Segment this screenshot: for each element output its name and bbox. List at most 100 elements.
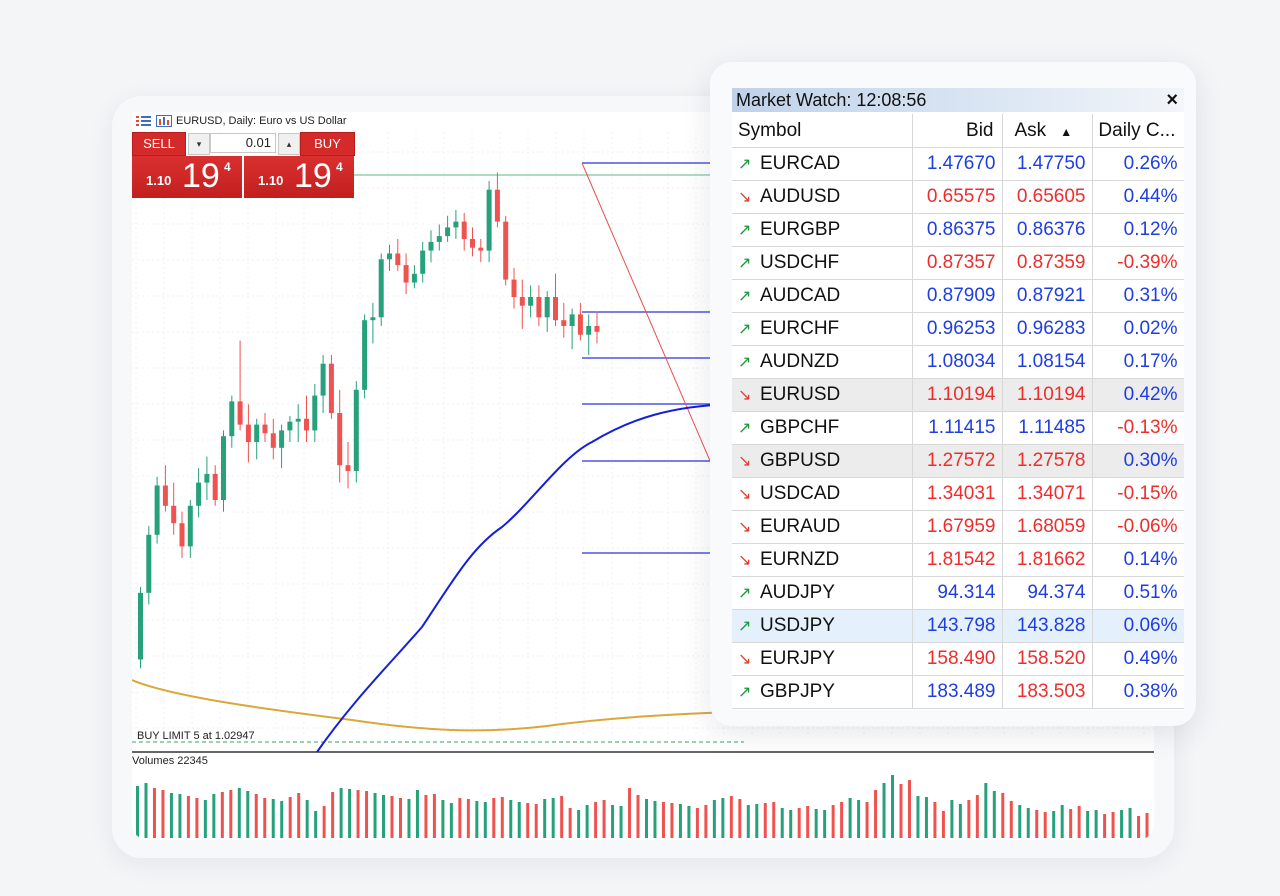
column-header-symbol[interactable]: Symbol [732, 114, 913, 148]
table-row[interactable]: ↗ EURGBP 0.86375 0.86376 0.12% [732, 213, 1184, 247]
symbol-cell[interactable]: ↘ AUDUSD [732, 180, 913, 214]
symbol-cell[interactable]: ↗ AUDJPY [732, 576, 913, 610]
symbol-cell[interactable]: ↘ GBPUSD [732, 444, 913, 478]
symbol-cell[interactable]: ↗ AUDCAD [732, 279, 913, 313]
symbol-cell[interactable]: ↗ AUDNZD [732, 345, 913, 379]
lot-increase-button[interactable]: ▴ [278, 133, 300, 155]
ask-cell[interactable]: 1.81662 [1002, 543, 1093, 577]
bid-cell[interactable]: 0.87357 [912, 246, 1003, 280]
daily-change-cell[interactable]: -0.06% [1092, 510, 1184, 544]
ask-cell[interactable]: 0.65605 [1002, 180, 1093, 214]
table-row[interactable]: ↗ EURCAD 1.47670 1.47750 0.26% [732, 147, 1184, 181]
symbol-cell[interactable]: ↘ EURJPY [732, 642, 913, 676]
ask-cell[interactable]: 183.503 [1002, 675, 1093, 709]
list-icon[interactable] [136, 115, 152, 127]
daily-change-cell[interactable]: 0.14% [1092, 543, 1184, 577]
symbol-cell[interactable]: ↘ USDCAD [732, 477, 913, 511]
bid-cell[interactable]: 143.798 [912, 609, 1003, 643]
chart-window-icon[interactable] [156, 115, 172, 127]
symbol-cell[interactable]: ↘ EURNZD [732, 543, 913, 577]
bid-cell[interactable]: 0.65575 [912, 180, 1003, 214]
ask-cell[interactable]: 0.96283 [1002, 312, 1093, 346]
lot-size-input[interactable]: 0.01 [210, 133, 276, 153]
table-row[interactable]: ↘ AUDUSD 0.65575 0.65605 0.44% [732, 180, 1184, 214]
sell-button[interactable]: SELL [132, 132, 186, 156]
table-row[interactable]: ↘ EURAUD 1.67959 1.68059 -0.06% [732, 510, 1184, 544]
sell-price-box[interactable]: 1.10 19 4 [132, 156, 242, 198]
daily-change-cell[interactable]: -0.39% [1092, 246, 1184, 280]
column-header-ask[interactable]: Ask ▲ [1002, 114, 1093, 148]
ask-cell[interactable]: 1.27578 [1002, 444, 1093, 478]
daily-change-cell[interactable]: 0.44% [1092, 180, 1184, 214]
daily-change-cell[interactable]: 0.12% [1092, 213, 1184, 247]
bid-cell[interactable]: 1.11415 [912, 411, 1003, 445]
bid-cell[interactable]: 0.96253 [912, 312, 1003, 346]
symbol-cell[interactable]: ↗ EURCHF [732, 312, 913, 346]
daily-change-cell[interactable]: 0.30% [1092, 444, 1184, 478]
table-row[interactable]: ↗ AUDCAD 0.87909 0.87921 0.31% [732, 279, 1184, 313]
bid-cell[interactable]: 1.34031 [912, 477, 1003, 511]
symbol-cell[interactable]: ↗ GBPCHF [732, 411, 913, 445]
bid-cell[interactable]: 1.81542 [912, 543, 1003, 577]
close-icon[interactable]: × [1166, 89, 1178, 111]
symbol-cell[interactable]: ↗ USDJPY [732, 609, 913, 643]
daily-change-cell[interactable]: 0.31% [1092, 279, 1184, 313]
ask-cell[interactable]: 0.87921 [1002, 279, 1093, 313]
table-row[interactable]: ↗ GBPCHF 1.11415 1.11485 -0.13% [732, 411, 1184, 445]
daily-change-cell[interactable]: 0.51% [1092, 576, 1184, 610]
buy-button[interactable]: BUY [300, 132, 355, 156]
ask-cell[interactable]: 1.11485 [1002, 411, 1093, 445]
ask-cell[interactable]: 94.374 [1002, 576, 1093, 610]
pending-order-label[interactable]: BUY LIMIT 5 at 1.02947 [137, 730, 255, 742]
table-row[interactable]: ↘ USDCAD 1.34031 1.34071 -0.15% [732, 477, 1184, 511]
market-watch-titlebar[interactable]: Market Watch: 12:08:56 × [732, 88, 1184, 112]
bid-cell[interactable]: 1.10194 [912, 378, 1003, 412]
ask-cell[interactable]: 158.520 [1002, 642, 1093, 676]
daily-change-cell[interactable]: 0.26% [1092, 147, 1184, 181]
bid-cell[interactable]: 1.47670 [912, 147, 1003, 181]
column-header-bid[interactable]: Bid [912, 114, 1003, 148]
ask-cell[interactable]: 0.87359 [1002, 246, 1093, 280]
daily-change-cell[interactable]: 0.38% [1092, 675, 1184, 709]
lot-decrease-button[interactable]: ▾ [188, 133, 210, 155]
bid-cell[interactable]: 1.27572 [912, 444, 1003, 478]
table-row[interactable]: ↘ EURJPY 158.490 158.520 0.49% [732, 642, 1184, 676]
table-row[interactable]: ↗ AUDNZD 1.08034 1.08154 0.17% [732, 345, 1184, 379]
daily-change-cell[interactable]: -0.13% [1092, 411, 1184, 445]
table-row[interactable]: ↘ EURUSD 1.10194 1.10194 0.42% [732, 378, 1184, 412]
table-row[interactable]: ↗ GBPJPY 183.489 183.503 0.38% [732, 675, 1184, 709]
symbol-cell[interactable]: ↗ EURGBP [732, 213, 913, 247]
table-row[interactable]: ↗ USDCHF 0.87357 0.87359 -0.39% [732, 246, 1184, 280]
daily-change-cell[interactable]: 0.02% [1092, 312, 1184, 346]
ask-cell[interactable]: 1.08154 [1002, 345, 1093, 379]
bid-cell[interactable]: 1.08034 [912, 345, 1003, 379]
bid-cell[interactable]: 158.490 [912, 642, 1003, 676]
symbol-cell[interactable]: ↘ EURAUD [732, 510, 913, 544]
bid-cell[interactable]: 1.67959 [912, 510, 1003, 544]
daily-change-cell[interactable]: 0.17% [1092, 345, 1184, 379]
ask-cell[interactable]: 1.68059 [1002, 510, 1093, 544]
bid-cell[interactable]: 183.489 [912, 675, 1003, 709]
bid-cell[interactable]: 94.314 [912, 576, 1003, 610]
bid-cell[interactable]: 0.86375 [912, 213, 1003, 247]
bid-cell[interactable]: 0.87909 [912, 279, 1003, 313]
symbol-cell[interactable]: ↗ EURCAD [732, 147, 913, 181]
daily-change-cell[interactable]: 0.49% [1092, 642, 1184, 676]
column-header-daily-change[interactable]: Daily C... [1092, 114, 1184, 148]
daily-change-cell[interactable]: 0.06% [1092, 609, 1184, 643]
ask-cell[interactable]: 143.828 [1002, 609, 1093, 643]
symbol-cell[interactable]: ↗ GBPJPY [732, 675, 913, 709]
daily-change-cell[interactable]: 0.42% [1092, 378, 1184, 412]
ask-cell[interactable]: 0.86376 [1002, 213, 1093, 247]
symbol-cell[interactable]: ↗ USDCHF [732, 246, 913, 280]
table-row[interactable]: ↘ GBPUSD 1.27572 1.27578 0.30% [732, 444, 1184, 478]
ask-cell[interactable]: 1.10194 [1002, 378, 1093, 412]
symbol-cell[interactable]: ↘ EURUSD [732, 378, 913, 412]
daily-change-cell[interactable]: -0.15% [1092, 477, 1184, 511]
ask-cell[interactable]: 1.47750 [1002, 147, 1093, 181]
table-row[interactable]: ↘ EURNZD 1.81542 1.81662 0.14% [732, 543, 1184, 577]
table-row[interactable]: ↗ USDJPY 143.798 143.828 0.06% [732, 609, 1184, 643]
table-row[interactable]: ↗ AUDJPY 94.314 94.374 0.51% [732, 576, 1184, 610]
buy-price-box[interactable]: 1.10 19 4 [244, 156, 354, 198]
ask-cell[interactable]: 1.34071 [1002, 477, 1093, 511]
